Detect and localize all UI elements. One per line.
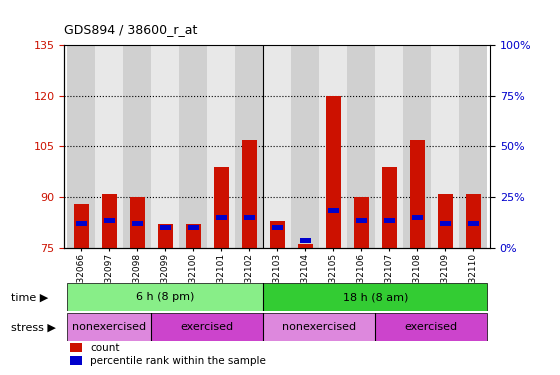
- Bar: [263, 283, 487, 311]
- Text: stress ▶: stress ▶: [11, 322, 56, 332]
- Bar: [384, 218, 395, 223]
- Bar: [375, 45, 403, 248]
- Bar: [291, 45, 319, 248]
- Bar: [73, 204, 89, 248]
- Bar: [437, 194, 453, 248]
- Bar: [95, 45, 123, 248]
- Bar: [179, 45, 207, 248]
- Bar: [185, 224, 201, 248]
- Bar: [151, 45, 179, 248]
- Bar: [235, 45, 263, 248]
- Bar: [67, 45, 95, 248]
- Bar: [104, 218, 115, 223]
- Bar: [325, 96, 341, 248]
- Bar: [381, 166, 397, 248]
- Text: nonexercised: nonexercised: [282, 322, 356, 332]
- Legend: count, percentile rank within the sample: count, percentile rank within the sample: [69, 343, 267, 366]
- Text: exercised: exercised: [181, 322, 234, 332]
- Bar: [272, 225, 283, 230]
- Bar: [440, 221, 451, 226]
- Bar: [269, 220, 285, 248]
- Bar: [207, 45, 235, 248]
- Bar: [409, 140, 425, 248]
- Bar: [459, 45, 487, 248]
- Bar: [300, 238, 311, 243]
- Bar: [347, 45, 375, 248]
- Text: time ▶: time ▶: [11, 292, 49, 302]
- Bar: [123, 45, 151, 248]
- Bar: [157, 224, 173, 248]
- Text: exercised: exercised: [405, 322, 458, 332]
- Bar: [431, 45, 459, 248]
- Text: 18 h (8 am): 18 h (8 am): [343, 292, 408, 302]
- Bar: [129, 197, 145, 248]
- Bar: [356, 218, 367, 223]
- Bar: [67, 283, 263, 311]
- Bar: [160, 225, 171, 230]
- Bar: [412, 214, 423, 220]
- Bar: [101, 194, 117, 248]
- Bar: [465, 194, 481, 248]
- Text: nonexercised: nonexercised: [72, 322, 146, 332]
- Bar: [263, 313, 375, 341]
- Bar: [468, 221, 479, 226]
- Bar: [67, 313, 151, 341]
- Bar: [319, 45, 347, 248]
- Bar: [76, 221, 87, 226]
- Bar: [353, 197, 369, 248]
- Bar: [132, 221, 143, 226]
- Bar: [151, 313, 263, 341]
- Bar: [244, 214, 255, 220]
- Bar: [403, 45, 431, 248]
- Bar: [213, 166, 229, 248]
- Bar: [297, 244, 313, 248]
- Text: 6 h (8 pm): 6 h (8 pm): [136, 292, 194, 302]
- Text: GDS894 / 38600_r_at: GDS894 / 38600_r_at: [64, 22, 198, 36]
- Bar: [188, 225, 199, 230]
- Bar: [263, 45, 291, 248]
- Bar: [375, 313, 487, 341]
- Bar: [216, 214, 227, 220]
- Bar: [241, 140, 257, 248]
- Bar: [328, 208, 339, 213]
